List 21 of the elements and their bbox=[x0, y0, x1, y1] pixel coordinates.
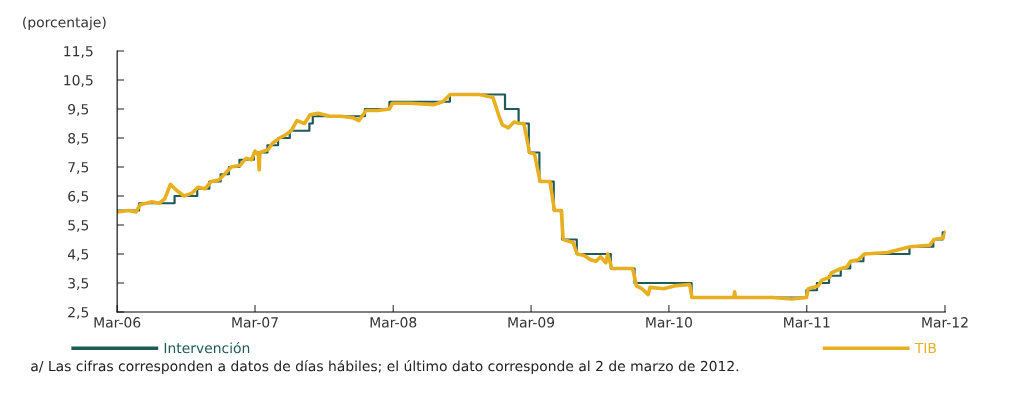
x-tick-label: Mar-09 bbox=[508, 317, 555, 328]
x-tick-label: Mar-11 bbox=[784, 317, 830, 328]
y-tick-label: 3,5 bbox=[68, 277, 89, 290]
text: TIB bbox=[914, 342, 936, 354]
x-tick-label: Mar-07 bbox=[232, 317, 278, 328]
y-tick-label: 6,5 bbox=[68, 190, 89, 203]
y-tick-label: 4,5 bbox=[67, 249, 89, 261]
y-tick-label: 9,5 bbox=[68, 103, 89, 116]
text: a/ Las cifras corresponden a datos de días hábiles; el último dato corresponde al 2 de marzo de 2012. bbox=[31, 360, 739, 374]
x-tick-label: Mar-12 bbox=[922, 317, 968, 328]
text: Intervención bbox=[164, 341, 250, 354]
x-tick-label: Mar-06 bbox=[94, 317, 141, 328]
y-tick-label: 11,5 bbox=[64, 46, 93, 58]
y-tick-label: 8,5 bbox=[68, 132, 89, 145]
y-tick-label: 10,5 bbox=[64, 74, 93, 87]
y-tick-label: 7,5 bbox=[68, 162, 89, 174]
y-axis-title: (porcentaje) bbox=[23, 16, 106, 31]
y-tick-label: 2,5 bbox=[68, 306, 89, 319]
x-tick-label: Mar-08 bbox=[370, 317, 417, 328]
x-tick-label: Mar-10 bbox=[646, 317, 692, 328]
y-tick-label: 5,5 bbox=[68, 220, 89, 232]
